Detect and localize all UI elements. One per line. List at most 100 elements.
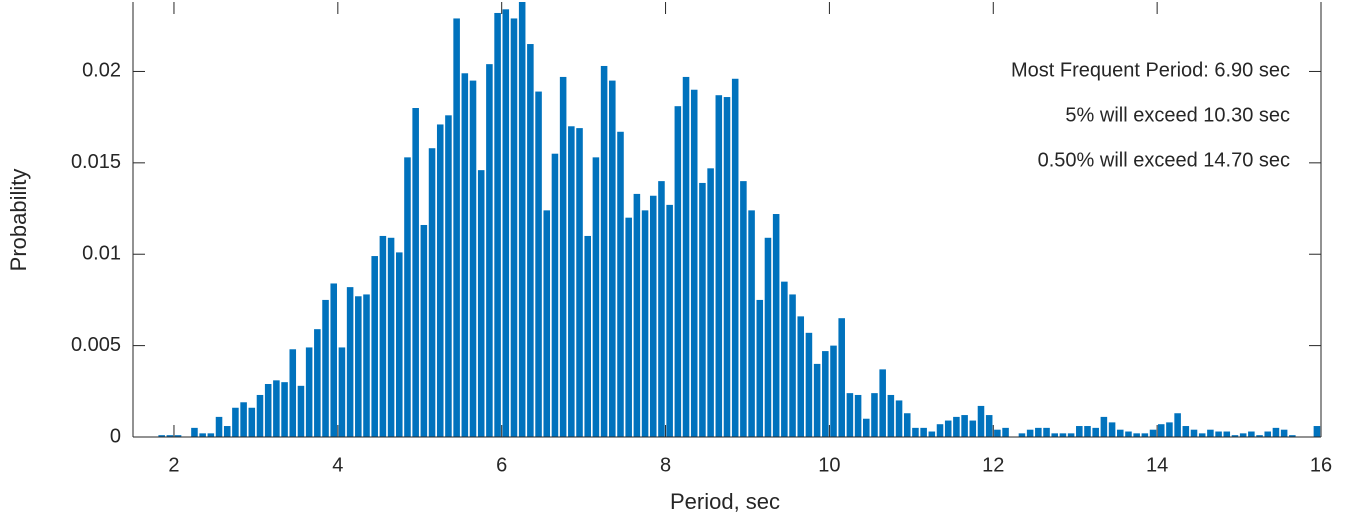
bar xyxy=(813,363,821,437)
bar xyxy=(568,126,575,438)
annotation: 0.50% will exceed 14.70 sec xyxy=(1038,149,1290,171)
bar xyxy=(1043,427,1050,437)
bar xyxy=(1133,433,1140,437)
bar xyxy=(1141,433,1149,437)
bar xyxy=(1084,426,1091,437)
y-tick-label: 0.015 xyxy=(71,151,121,173)
bar xyxy=(256,394,264,437)
annotation: 5% will exceed 10.30 sec xyxy=(1065,104,1290,126)
bar xyxy=(1223,431,1231,437)
bar xyxy=(461,73,469,438)
bar xyxy=(1248,431,1255,437)
bar xyxy=(723,97,731,437)
bar xyxy=(477,170,485,438)
bar xyxy=(248,407,256,437)
bar xyxy=(494,12,501,437)
bar xyxy=(928,431,936,437)
bar xyxy=(1215,431,1222,437)
bar xyxy=(715,95,723,437)
x-tick-label: 4 xyxy=(332,454,343,476)
x-tick-label: 8 xyxy=(660,454,671,476)
bar xyxy=(1026,429,1034,437)
bar xyxy=(887,394,895,437)
bar xyxy=(944,420,952,437)
y-axis-label: Probability xyxy=(6,169,31,272)
bar xyxy=(690,89,698,438)
bar xyxy=(322,299,329,437)
bar xyxy=(395,252,403,437)
bar xyxy=(920,427,927,437)
x-tick-label: 10 xyxy=(818,454,840,476)
bar xyxy=(633,193,641,437)
bar xyxy=(830,345,837,437)
bar xyxy=(1231,435,1239,437)
bar xyxy=(215,416,223,437)
bar xyxy=(289,349,297,437)
bar xyxy=(1207,429,1214,437)
bar xyxy=(1280,429,1288,437)
bar xyxy=(264,383,272,437)
bar xyxy=(559,76,567,437)
bar xyxy=(387,237,395,437)
bar xyxy=(879,369,886,437)
bar xyxy=(969,420,977,437)
bar xyxy=(994,429,1001,437)
x-tick-label: 14 xyxy=(1146,454,1168,476)
bar xyxy=(1149,429,1157,437)
y-tick-label: 0.02 xyxy=(82,60,121,82)
bar xyxy=(223,426,231,437)
x-tick-label: 12 xyxy=(982,454,1004,476)
bar xyxy=(412,108,419,438)
bar xyxy=(1313,426,1321,437)
bar xyxy=(781,281,788,437)
bar xyxy=(674,106,682,438)
bar xyxy=(420,224,428,437)
bar xyxy=(1182,426,1190,437)
x-axis-label: Period, sec xyxy=(670,489,780,514)
bar xyxy=(985,415,993,437)
bar xyxy=(1190,429,1198,437)
bar xyxy=(682,76,690,437)
bar xyxy=(822,351,829,437)
bar xyxy=(330,283,338,437)
bar xyxy=(1264,431,1272,437)
bar xyxy=(854,394,862,437)
bar xyxy=(338,347,346,437)
bar xyxy=(527,44,534,438)
bar xyxy=(158,435,165,437)
bar xyxy=(297,385,305,437)
bar xyxy=(305,347,313,437)
bar xyxy=(1108,422,1116,437)
bar xyxy=(625,217,632,437)
bar xyxy=(1059,433,1067,437)
bar xyxy=(355,296,362,437)
bar xyxy=(281,382,288,437)
bar xyxy=(436,124,444,438)
bar xyxy=(1289,435,1296,437)
bar xyxy=(502,9,510,438)
x-tick-label: 16 xyxy=(1310,454,1332,476)
bar xyxy=(764,237,772,437)
bar xyxy=(617,131,624,437)
bar xyxy=(731,78,739,437)
bar xyxy=(1092,427,1099,437)
y-tick-label: 0 xyxy=(110,425,121,447)
bar xyxy=(1174,413,1181,437)
bar xyxy=(174,435,182,437)
bar xyxy=(1198,433,1206,437)
bar xyxy=(936,424,944,437)
bar xyxy=(551,153,559,438)
x-tick-label: 2 xyxy=(168,454,179,476)
bar xyxy=(428,148,436,437)
bar xyxy=(191,427,198,437)
bar xyxy=(1272,427,1280,437)
bar xyxy=(1256,435,1263,437)
bar xyxy=(453,18,460,437)
bar xyxy=(912,427,919,437)
bar xyxy=(469,80,477,437)
bar xyxy=(1116,429,1124,437)
bar xyxy=(1125,431,1132,437)
bar xyxy=(240,402,247,437)
